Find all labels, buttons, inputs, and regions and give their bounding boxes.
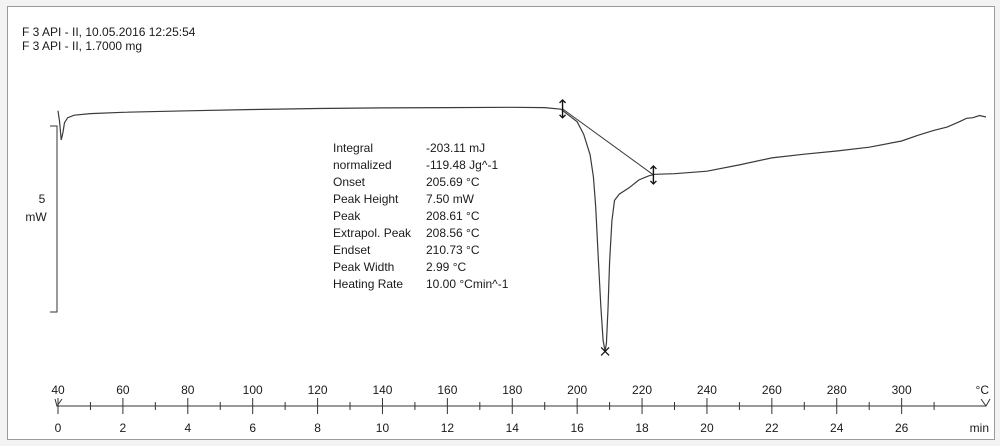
header-line-2: F 3 API - II, 1.7000 mg xyxy=(22,39,142,53)
result-label: Peak Width xyxy=(333,260,394,274)
temperature-tick-label: 260 xyxy=(762,383,782,397)
result-label: Peak Height xyxy=(333,192,399,206)
integration-baseline xyxy=(562,108,654,176)
result-label: Peak xyxy=(333,209,361,223)
time-tick-label: 16 xyxy=(570,421,584,435)
time-tick-label: 22 xyxy=(765,421,779,435)
temperature-tick-label: 100 xyxy=(243,383,263,397)
time-tick-label: 0 xyxy=(55,421,62,435)
result-value: 10.00 °Cmin^-1 xyxy=(426,277,509,291)
time-tick-label: 6 xyxy=(249,421,256,435)
time-tick-label: 18 xyxy=(635,421,649,435)
time-tick-label: 10 xyxy=(376,421,390,435)
time-unit-label: min xyxy=(970,421,989,435)
result-label: Integral xyxy=(333,141,373,155)
dsc-curve xyxy=(57,106,987,352)
scale-bar-value: 5 xyxy=(39,192,46,206)
result-label: Onset xyxy=(333,175,366,189)
time-tick-label: 2 xyxy=(120,421,127,435)
temperature-tick-label: 240 xyxy=(697,383,717,397)
result-value: 7.50 mW xyxy=(426,192,475,206)
result-value: 2.99 °C xyxy=(426,260,466,274)
axes: 40 60 80 100 120 140 160 180 200 220 240 260 280 300 °… xyxy=(51,383,991,435)
time-tick-label: 24 xyxy=(830,421,844,435)
result-label: Extrapol. Peak xyxy=(333,226,412,240)
result-label: normalized xyxy=(333,158,392,172)
temperature-tick-label: 80 xyxy=(181,383,195,397)
scale-bar: 5 mW xyxy=(25,125,58,313)
result-value: 205.69 °C xyxy=(426,175,480,189)
temperature-tick-label: 120 xyxy=(308,383,328,397)
result-value: 208.56 °C xyxy=(426,226,480,240)
time-tick-label: 14 xyxy=(506,421,520,435)
peak-marker xyxy=(600,346,610,356)
x-axis-end-mark xyxy=(980,398,991,407)
scale-bar-unit: mW xyxy=(25,210,47,224)
temperature-tick-label: 140 xyxy=(372,383,392,397)
temperature-tick-label: 60 xyxy=(116,383,130,397)
result-value: -203.11 mJ xyxy=(426,141,485,155)
result-label: Heating Rate xyxy=(333,277,403,291)
integration-limit-marker xyxy=(649,165,657,185)
temperature-unit-label: °C xyxy=(976,383,990,397)
time-tick-label: 4 xyxy=(184,421,191,435)
result-value: 210.73 °C xyxy=(426,243,480,257)
time-tick-label: 26 xyxy=(895,421,909,435)
temperature-tick-label: 200 xyxy=(567,383,587,397)
scale-bar-bracket xyxy=(50,125,58,313)
plot-area xyxy=(57,98,987,356)
chart-panel: F 3 API - II, 10.05.2016 12:25:54 F 3 AP… xyxy=(7,6,995,440)
temperature-tick-label: 160 xyxy=(437,383,457,397)
temperature-tick-label: 180 xyxy=(502,383,522,397)
temperature-tick-label: 300 xyxy=(892,383,912,397)
result-value: -119.48 Jg^-1 xyxy=(426,158,498,172)
temperature-tick-label: 280 xyxy=(827,383,847,397)
time-tick-label: 8 xyxy=(314,421,321,435)
result-label: Endset xyxy=(333,243,371,257)
results-box: Integral -203.11 mJ normalized -119.48 Jg^… xyxy=(333,141,509,291)
temperature-tick-label: 40 xyxy=(51,383,65,397)
temperature-tick-label: 220 xyxy=(632,383,652,397)
header-line-1: F 3 API - II, 10.05.2016 12:25:54 xyxy=(22,25,196,39)
integration-limit-marker xyxy=(559,98,567,119)
time-tick-label: 20 xyxy=(700,421,714,435)
result-value: 208.61 °C xyxy=(426,209,480,223)
time-tick-label: 12 xyxy=(441,421,455,435)
dsc-chart: F 3 API - II, 10.05.2016 12:25:54 F 3 AP… xyxy=(22,25,991,435)
x-axis-start-mark xyxy=(54,398,63,408)
